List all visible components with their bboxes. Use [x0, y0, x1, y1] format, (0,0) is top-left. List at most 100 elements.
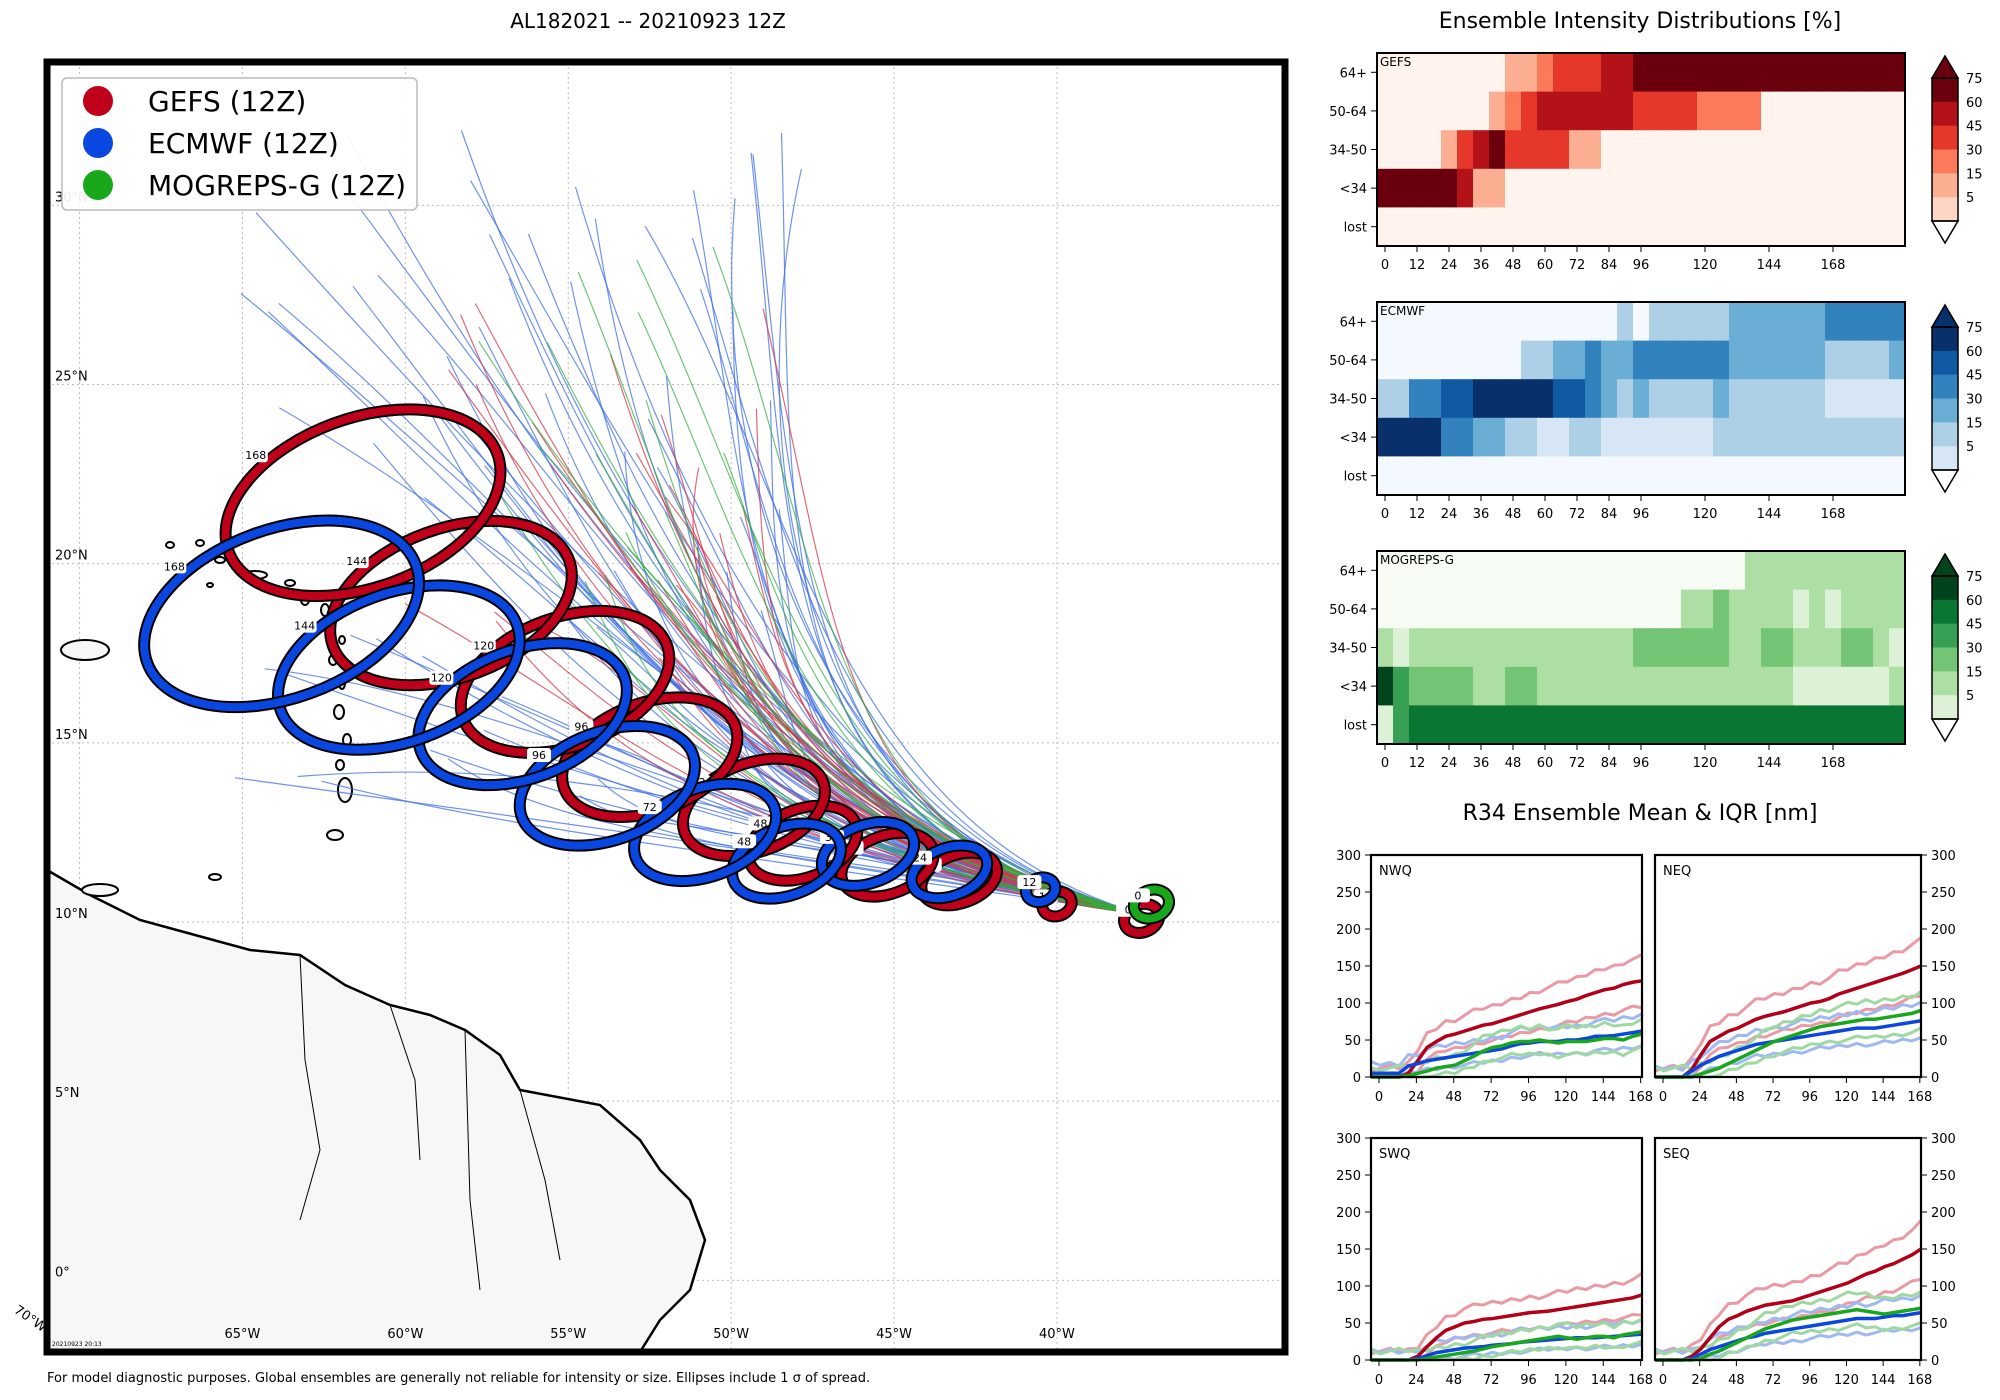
heatmap-cell	[1617, 456, 1634, 495]
r34-y-label: 150	[1931, 1243, 1956, 1258]
heatmap-cell	[1825, 705, 1842, 744]
heatmap-cell	[1697, 456, 1714, 495]
heatmap-cell	[1537, 53, 1554, 92]
heatmap-cell	[1697, 418, 1714, 457]
heatmap-cell	[1473, 341, 1490, 380]
heatmap-cell	[1553, 379, 1570, 418]
map-lon-label: 65°W	[225, 1327, 261, 1342]
heatmap-cell	[1697, 207, 1714, 246]
heatmap-cell	[1873, 551, 1890, 590]
heatmap-cell	[1377, 705, 1394, 744]
heatmap-cell	[1665, 53, 1682, 92]
heatmap-cell	[1793, 379, 1810, 418]
heatmap-cell	[1777, 53, 1794, 92]
colorbar-max-arrow	[1932, 554, 1958, 576]
heatmap-cell	[1473, 169, 1490, 208]
heatmap-cell	[1857, 667, 1874, 706]
heatmap-cell	[1729, 169, 1746, 208]
heatmap-cell	[1553, 628, 1570, 667]
heatmap-x-label: 96	[1633, 507, 1650, 522]
heatmap-cell	[1505, 667, 1522, 706]
heatmap-cell	[1729, 590, 1746, 629]
heatmap-cell	[1825, 628, 1842, 667]
heatmap-cell	[1393, 341, 1410, 380]
heatmap-cell	[1665, 130, 1682, 169]
heatmap-cell	[1841, 302, 1858, 341]
heatmap-cell	[1665, 341, 1682, 380]
heatmap-cell	[1889, 379, 1906, 418]
heatmap-x-label: 36	[1473, 507, 1490, 522]
heatmap-cell	[1745, 590, 1762, 629]
heatmap-cell	[1409, 169, 1426, 208]
heatmap-cell	[1409, 628, 1426, 667]
heatmap-cell	[1633, 667, 1650, 706]
heatmap-cell	[1841, 628, 1858, 667]
colorbar-segment	[1932, 671, 1958, 695]
r34-y-label: 50	[1931, 1317, 1948, 1332]
heatmap-cell	[1441, 418, 1458, 457]
r34-panel-title: SWQ	[1379, 1147, 1410, 1162]
r34-x-label: 24	[1408, 1090, 1425, 1105]
heatmap-row-label: 64+	[1340, 315, 1367, 330]
heatmap-cell	[1585, 130, 1602, 169]
heatmap-x-label: 24	[1441, 756, 1458, 771]
heatmap-cell	[1761, 92, 1778, 131]
heatmap-row-label: 34-50	[1329, 144, 1367, 159]
heatmap-cell	[1697, 169, 1714, 208]
heatmap-cell	[1873, 705, 1890, 744]
heatmap-cell	[1729, 341, 1746, 380]
heatmap-cell	[1425, 628, 1442, 667]
r34-x-label: 72	[1483, 1373, 1500, 1388]
heatmap-cell	[1377, 379, 1394, 418]
heatmap-cell	[1729, 207, 1746, 246]
heatmap-cell	[1521, 418, 1538, 457]
footnote: For model diagnostic purposes. Global en…	[47, 1371, 870, 1386]
heatmap-cell	[1393, 667, 1410, 706]
heatmap-cell	[1665, 551, 1682, 590]
heatmap-panel-mogreps-g: MOGREPS-G 64+ 50-64 34-50 <34 lost 0 12 24 36 48 60…	[1329, 551, 1982, 771]
heatmap-cell	[1681, 667, 1698, 706]
heatmap-cell	[1745, 207, 1762, 246]
heatmap-cell	[1505, 551, 1522, 590]
heatmap-cell	[1409, 590, 1426, 629]
legend-label-gefs: GEFS (12Z)	[148, 85, 306, 118]
colorbar-tick-label: 5	[1966, 689, 1974, 704]
forecast-hour-label: 48	[737, 835, 751, 848]
heatmap-cell	[1601, 667, 1618, 706]
colorbar-tick-label: 45	[1966, 618, 1983, 633]
heatmap-cell	[1761, 667, 1778, 706]
colorbar-tick-label: 75	[1966, 570, 1983, 585]
heatmap-cell	[1409, 53, 1426, 92]
heatmap-cell	[1473, 207, 1490, 246]
heatmap-cell	[1889, 418, 1906, 457]
heatmap-cell	[1489, 628, 1506, 667]
heatmap-x-label: 144	[1757, 258, 1782, 273]
r34-y-label: 100	[1336, 997, 1361, 1012]
figure-canvas: AL182021 -- 20210923 12Z 012243648729612…	[0, 0, 2000, 1400]
heatmap-cell	[1713, 667, 1730, 706]
heatmap-cell	[1553, 705, 1570, 744]
heatmap-cell	[1601, 169, 1618, 208]
heatmap-cell	[1649, 92, 1666, 131]
heatmap-cell	[1809, 53, 1826, 92]
r34-title: R34 Ensemble Mean & IQR [nm]	[1463, 801, 1818, 826]
heatmap-cell	[1489, 551, 1506, 590]
heatmap-cell	[1761, 207, 1778, 246]
heatmap-cell	[1601, 628, 1618, 667]
r34-x-label: 72	[1765, 1090, 1782, 1105]
heatmap-cell	[1841, 590, 1858, 629]
heatmap-cell	[1649, 341, 1666, 380]
heatmap-cell	[1505, 92, 1522, 131]
heatmap-cell	[1425, 130, 1442, 169]
heatmap-x-label: 12	[1409, 507, 1426, 522]
heatmap-cell	[1409, 130, 1426, 169]
heatmap-cell	[1713, 169, 1730, 208]
heatmap-cell	[1873, 302, 1890, 341]
heatmap-cell	[1681, 590, 1698, 629]
heatmap-cell	[1745, 418, 1762, 457]
heatmap-cell	[1457, 302, 1474, 341]
heatmap-cell	[1793, 590, 1810, 629]
map-title: AL182021 -- 20210923 12Z	[510, 9, 786, 33]
heatmap-cell	[1809, 456, 1826, 495]
heatmap-cell	[1777, 207, 1794, 246]
